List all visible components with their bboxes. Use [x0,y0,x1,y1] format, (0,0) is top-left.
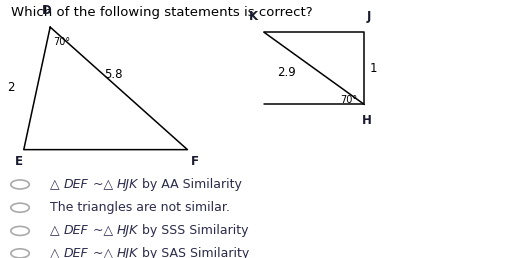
Text: 2: 2 [7,81,15,94]
Text: K: K [249,10,258,23]
Text: ~△: ~△ [89,224,117,237]
Text: E: E [15,155,23,168]
Text: J: J [367,10,371,23]
Text: DEF: DEF [64,247,89,258]
Text: ~△: ~△ [89,247,117,258]
Text: HJK: HJK [117,224,138,237]
Text: H: H [362,114,372,127]
Text: by SSS Similarity: by SSS Similarity [138,224,249,237]
Text: by AA Similarity: by AA Similarity [138,178,242,191]
Text: D: D [42,4,51,17]
Text: DEF: DEF [64,224,89,237]
Text: Which of the following statements is correct?: Which of the following statements is cor… [11,6,312,19]
Text: DEF: DEF [64,178,89,191]
Text: 70°: 70° [53,37,70,47]
Text: 2.9: 2.9 [277,66,296,79]
Text: △: △ [50,224,64,237]
Text: △: △ [50,178,64,191]
Text: by SAS Similarity: by SAS Similarity [138,247,249,258]
Text: F: F [191,155,199,168]
Text: ~△: ~△ [89,178,117,191]
Text: HJK: HJK [117,178,138,191]
Text: 70°: 70° [341,95,357,106]
Text: △: △ [50,247,64,258]
Text: 5.8: 5.8 [104,68,123,81]
Text: 1: 1 [370,62,377,75]
Text: The triangles are not similar.: The triangles are not similar. [50,201,230,214]
Text: HJK: HJK [117,247,138,258]
